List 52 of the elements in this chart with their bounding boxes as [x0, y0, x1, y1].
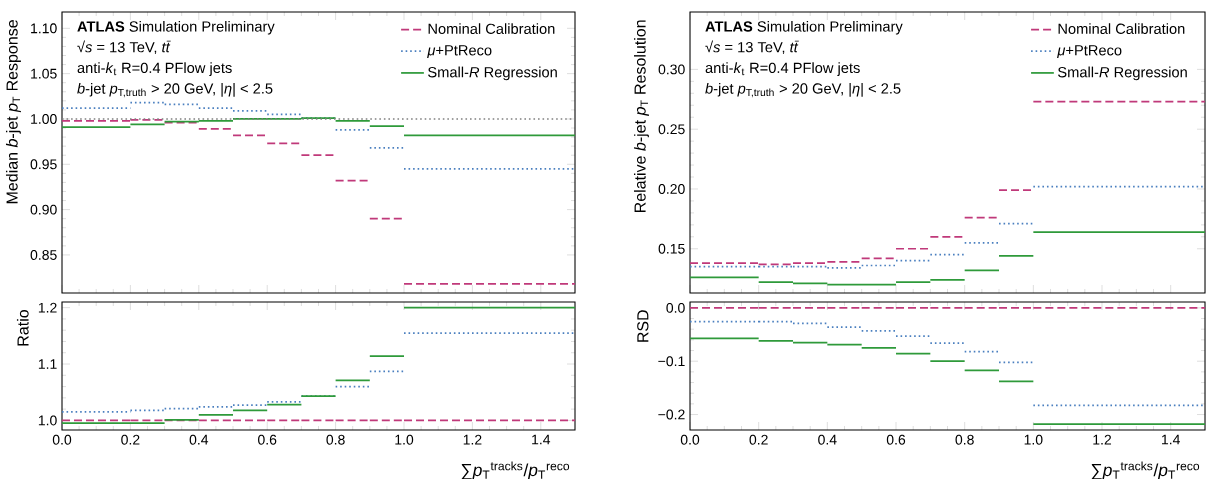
x-tick-label: 1.4	[532, 434, 551, 445]
y-tick-label: 0.95	[30, 159, 57, 170]
y-tick-label: 1.0	[38, 415, 57, 426]
y-tick-label: 0.0	[666, 302, 685, 313]
y-tick-label: 1.00	[31, 114, 57, 124]
x-tick-label: 1.4	[1162, 434, 1180, 445]
y-axis-title: Median b-jet p$_{T}$ Response	[5, 20, 21, 204]
y-tick-label: 0.30	[658, 64, 685, 75]
x-tick-label: 1.0	[1024, 434, 1043, 445]
x-tick-label: 1.2	[1093, 434, 1112, 445]
y-tick-label: 1.2	[38, 302, 57, 313]
annotation: anti-k$_{t}$ R=0.4 PFlow jets	[77, 62, 232, 76]
y-tick-label: 1.10	[31, 23, 57, 34]
x-tick-label: 0.4	[189, 434, 209, 445]
y-tick-label: −0.2	[658, 409, 685, 420]
legend-label: Small-R Regression	[1058, 66, 1187, 81]
annotation: √s = 13 TeV, tt̄	[705, 40, 799, 55]
x-tick-label: 0.6	[886, 434, 906, 445]
y-tick-label: 0.15	[658, 243, 685, 254]
x-tick-label: 0.0	[680, 434, 700, 445]
annotation: b-jet p$_{T,truth}$ > 20 GeV, |η| < 2.5	[705, 82, 901, 98]
y-tick-label: 1.05	[31, 68, 57, 79]
annotation: √s = 13 TeV, tt̄	[77, 40, 171, 55]
y-tick-label: 0.90	[30, 204, 57, 215]
legend-label: Nominal Calibration	[1058, 23, 1185, 34]
y-tick-label: 0.25	[658, 124, 685, 135]
x-tick-label: 0.4	[818, 434, 837, 445]
x-tick-label: 0.6	[258, 434, 277, 445]
legend-label: Small-R Regression	[428, 66, 557, 81]
x-tick-label: 0.0	[52, 434, 72, 445]
x-tick-label: 0.2	[121, 434, 140, 445]
y-tick-label: 1.1	[38, 359, 57, 369]
y-axis-title: Relative b-jet p$_{T}$ Resolution	[633, 20, 649, 213]
x-tick-label: 1.0	[395, 434, 414, 445]
legend-label: μ+PtReco	[1057, 45, 1122, 59]
x-tick-label: 0.8	[326, 434, 345, 445]
x-tick-label: 0.8	[955, 434, 974, 445]
annotation: ATLAS Simulation Preliminary	[705, 20, 903, 35]
annotation: b-jet p$_{T,truth}$ > 20 GeV, |η| < 2.5	[77, 82, 273, 98]
y-axis-title: RSD	[637, 310, 649, 342]
y-axis-title: Ratio	[16, 310, 29, 346]
y-tick-label: −0.1	[658, 356, 685, 367]
legend-label: μ+PtReco	[427, 45, 492, 59]
annotation: anti-k$_{t}$ R=0.4 PFlow jets	[705, 62, 860, 76]
x-tick-label: 0.2	[749, 434, 768, 445]
x-axis-title: ∑p$_{T}$$^{tracks}$/p$_{T}$reco	[461, 461, 570, 479]
y-tick-label: 0.20	[658, 184, 685, 194]
y-tick-label: 0.85	[30, 249, 57, 260]
legend-label: Nominal Calibration	[428, 23, 555, 34]
x-axis-title: ∑p$_{T}$$^{tracks}$/p$_{T}$reco	[1091, 461, 1200, 479]
annotation: ATLAS Simulation Preliminary	[77, 20, 275, 35]
x-tick-label: 1.2	[463, 434, 482, 445]
